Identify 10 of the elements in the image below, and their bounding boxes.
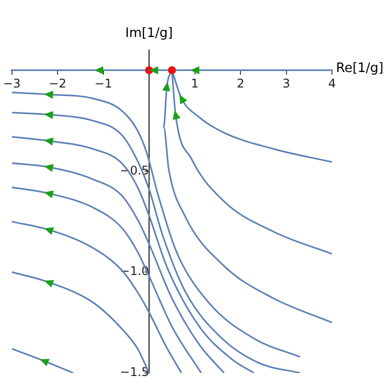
x-tick-label: 3 bbox=[282, 76, 290, 91]
x-tick-label: 1 bbox=[190, 76, 199, 91]
x-tick-label: 4 bbox=[328, 76, 336, 91]
y-axis-title: Im[1/g] bbox=[124, 26, 174, 41]
x-axis-title: Re[1/g] bbox=[336, 61, 384, 76]
x-tick-label: 2 bbox=[236, 76, 244, 91]
y-tick-label: −1.5 bbox=[120, 365, 150, 380]
x-tick-label: −3 bbox=[2, 76, 21, 91]
x-tick-label: −2 bbox=[48, 76, 66, 91]
x-tick-label: −1 bbox=[94, 76, 112, 91]
